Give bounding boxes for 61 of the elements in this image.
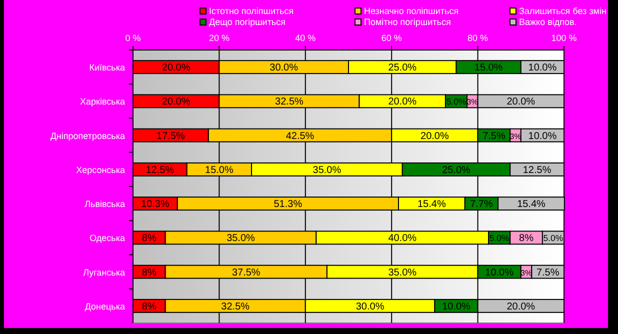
data-label: 8%: [142, 267, 156, 278]
data-label: 30.0%: [270, 62, 298, 74]
data-label: 25.0%: [442, 164, 471, 176]
data-label: 37.5%: [232, 267, 260, 278]
data-label: 35.0%: [388, 267, 417, 278]
data-label: 15.0%: [474, 62, 503, 74]
data-label: 40.0%: [388, 233, 417, 244]
data-label: 20.0%: [388, 96, 417, 108]
data-label: 35.0%: [226, 233, 256, 244]
x-tick-label: 40 %: [295, 33, 316, 43]
data-label: 10.3%: [141, 199, 170, 210]
data-label: 10.0%: [442, 301, 471, 312]
data-label: 32.5%: [275, 96, 304, 108]
data-label: 7.5%: [482, 130, 506, 142]
x-tick-label: 100 %: [551, 33, 577, 43]
data-label: 25.0%: [388, 62, 417, 74]
data-label: 12.5%: [522, 164, 552, 176]
data-label: 15.4%: [517, 199, 546, 210]
x-tick-label: 0 %: [125, 33, 141, 43]
data-label: 10.0%: [528, 62, 557, 74]
data-label: 7.7%: [470, 199, 493, 210]
data-label: 20.0%: [162, 96, 190, 108]
data-label: 32.5%: [221, 301, 250, 312]
legend-label: Залишиться без змін: [519, 6, 606, 16]
legend-label: Незначно поліпшиться: [364, 6, 459, 16]
data-label: 8%: [519, 233, 534, 244]
data-label: 5.0%: [446, 96, 466, 107]
data-label: 5.0%: [489, 233, 510, 244]
y-tick-label: Харківська: [80, 96, 125, 107]
x-tick-label: 20 %: [208, 33, 230, 43]
data-label: 20.0%: [420, 130, 449, 142]
legend-label: Помітно погіршиться: [364, 17, 451, 27]
legend-label: Дещо погіршиться: [209, 17, 286, 27]
data-label: 30.0%: [356, 301, 384, 312]
data-label: 7.5%: [536, 267, 560, 278]
data-label: 20.0%: [506, 301, 536, 312]
data-label: 35.0%: [312, 164, 342, 176]
data-label: 42.5%: [286, 130, 314, 142]
legend-label: Важко відпов.: [519, 17, 577, 27]
data-label: 8%: [142, 301, 156, 312]
y-tick-label: Луганська: [83, 267, 125, 278]
data-label: 10.0%: [485, 267, 514, 278]
y-tick-label: Донецька: [84, 301, 125, 312]
data-label: 20.0%: [506, 96, 536, 108]
data-label: 12.5%: [146, 164, 174, 176]
y-tick-label: Херсонська: [76, 164, 125, 175]
y-tick-label: Київська: [89, 62, 125, 73]
data-label: 17.5%: [156, 130, 185, 142]
data-label: 8%: [142, 233, 156, 244]
y-tick-label: Львівська: [84, 199, 125, 210]
data-label: 51.3%: [274, 199, 302, 210]
x-tick-label: 80 %: [468, 33, 488, 43]
x-tick-label: 60 %: [381, 33, 402, 43]
data-label: 10.0%: [528, 130, 557, 142]
data-label: 15.0%: [205, 164, 234, 176]
y-tick-label: Одеська: [90, 233, 125, 244]
data-label: 5.0%: [543, 233, 564, 244]
data-label: 15.4%: [418, 199, 446, 210]
y-tick-label: Дніпропетровська: [50, 130, 125, 141]
data-label: 20.0%: [162, 62, 190, 74]
legend-label: Істотно поліпшиться: [209, 6, 294, 16]
